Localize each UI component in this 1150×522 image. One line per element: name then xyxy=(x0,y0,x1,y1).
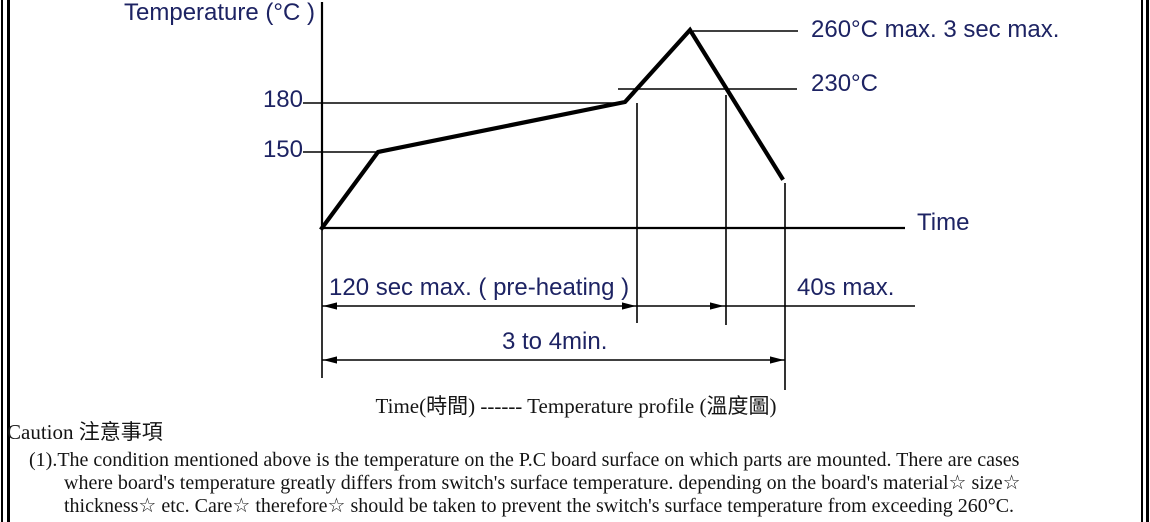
table-border-right-inner xyxy=(1141,0,1143,522)
arrow-left-preheat xyxy=(323,302,337,310)
dimension-arrowheads xyxy=(323,302,784,364)
peak-annotation: 260°C max. 3 sec max. xyxy=(811,16,1060,43)
arrow-left-total xyxy=(323,356,337,364)
caution-heading: Caution 注意事項 xyxy=(7,420,163,444)
table-border-left-inner xyxy=(7,0,10,522)
reflow-annotation: 230°C xyxy=(811,70,878,97)
caution-line-1: (1).The condition mentioned above is the… xyxy=(29,449,1020,471)
x-axis-label: Time xyxy=(917,209,970,236)
temperature-profile-chart xyxy=(303,2,915,390)
table-border-left-outer xyxy=(1,0,3,522)
caution-line-3: thickness☆ etc. Care☆ therefore☆ should … xyxy=(64,495,1015,517)
total-dim-label: 3 to 4min. xyxy=(502,328,608,355)
arrow-right-total xyxy=(770,356,784,364)
cooling-dim-label: 40s max. xyxy=(797,274,895,301)
caution-line-2: where board's temperature greatly differ… xyxy=(64,472,1021,494)
figure-caption: Time(時間) ------ Temperature profile (溫度圖… xyxy=(375,394,777,418)
tick-label-180: 180 xyxy=(262,86,303,113)
arrow-right-cooling xyxy=(710,302,724,310)
preheat-dim-label: 120 sec max. ( pre-heating ) xyxy=(329,274,630,301)
profile-curve xyxy=(319,26,785,231)
table-border-right-outer xyxy=(1146,0,1149,522)
arrow-right-preheat xyxy=(622,302,636,310)
y-axis-label: Temperature (°C ) xyxy=(124,0,315,26)
tick-label-150: 150 xyxy=(262,136,303,163)
